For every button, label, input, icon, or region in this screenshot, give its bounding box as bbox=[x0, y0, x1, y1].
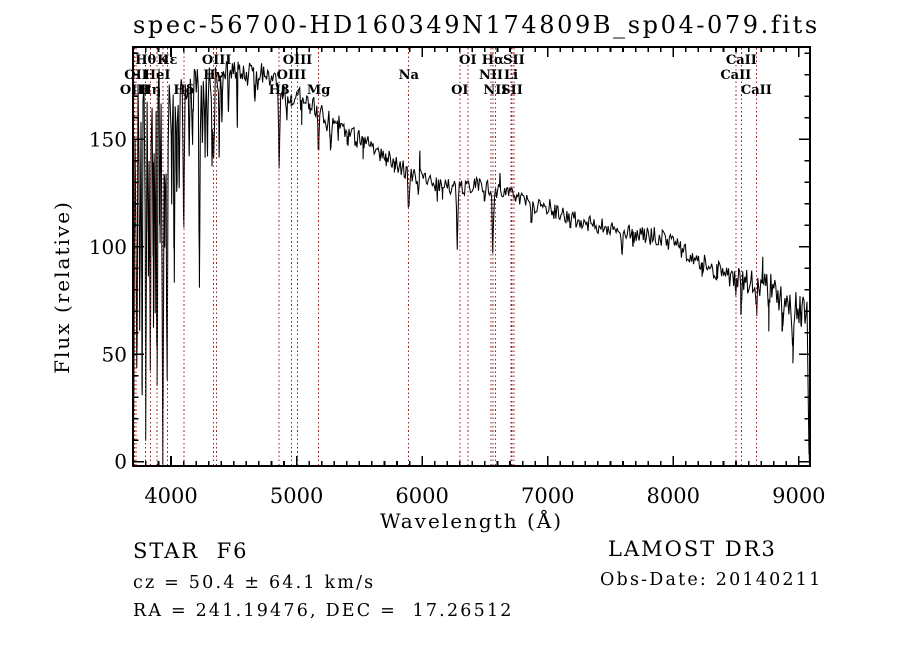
marker-label: Hβ bbox=[269, 83, 290, 98]
marker-label: CaII bbox=[741, 83, 772, 98]
y-tick-label: 50 bbox=[102, 342, 127, 366]
x-tick-label: 4000 bbox=[144, 484, 197, 508]
y-tick-label: 100 bbox=[89, 235, 127, 259]
marker-label: OIII bbox=[120, 83, 150, 98]
y-tick-label: 0 bbox=[114, 450, 127, 474]
obsdate-text: Obs-Date: 20140211 bbox=[600, 570, 823, 590]
x-axis-label: Wavelength (Å) bbox=[379, 509, 564, 533]
radec-text: RA = 241.19476, DEC = 17.26512 bbox=[133, 601, 514, 621]
marker-label: CaII bbox=[726, 53, 757, 68]
axes bbox=[132, 46, 811, 467]
marker-label: Li bbox=[504, 68, 518, 83]
cz-text: cz = 50.4 ± 64.1 km/s bbox=[133, 573, 376, 593]
tick-labels: 4000 5000 6000 7000 8000 9000 0 50 100 150 bbox=[89, 127, 826, 508]
x-tick-label: 5000 bbox=[270, 484, 323, 508]
marker-label: NII bbox=[479, 68, 503, 83]
y-tick-label: 150 bbox=[89, 127, 127, 151]
marker-label: Hθ bbox=[135, 53, 156, 68]
y-axis-label: Flux (relative) bbox=[50, 200, 74, 374]
spectrum-line bbox=[132, 60, 811, 465]
marker-label: Hα bbox=[482, 53, 504, 68]
x-tick-label: 8000 bbox=[647, 484, 700, 508]
x-tick-label: 6000 bbox=[395, 484, 448, 508]
marker-label: CaII bbox=[720, 68, 751, 83]
plot-box bbox=[132, 46, 811, 467]
marker-label: Hη bbox=[139, 83, 161, 98]
marker-label: Mg bbox=[307, 83, 330, 98]
marker-label: OI bbox=[459, 53, 476, 68]
marker-label: SII bbox=[501, 83, 523, 98]
marker-label: Hγ bbox=[203, 68, 224, 83]
marker-label: NII bbox=[483, 83, 507, 98]
marker-label: Na bbox=[399, 68, 420, 83]
x-tick-label: 7000 bbox=[521, 484, 574, 508]
marker-label: HeI bbox=[144, 68, 171, 83]
plot-title: spec-56700-HD160349N174809B_sp04-079.fit… bbox=[133, 11, 820, 39]
marker-label: Hε bbox=[157, 53, 177, 68]
marker-label: OIII bbox=[283, 53, 313, 68]
object-class-text: STAR F6 bbox=[133, 539, 249, 563]
marker-label: OIII bbox=[202, 53, 232, 68]
marker-label: OI bbox=[451, 83, 468, 98]
marker-label: OIII bbox=[277, 68, 307, 83]
x-tick-label: 9000 bbox=[772, 484, 825, 508]
marker-label: SII bbox=[503, 53, 525, 68]
survey-text: LAMOST DR3 bbox=[608, 537, 777, 561]
marker-label: Hδ bbox=[173, 83, 194, 98]
marker-label: K bbox=[157, 53, 169, 68]
